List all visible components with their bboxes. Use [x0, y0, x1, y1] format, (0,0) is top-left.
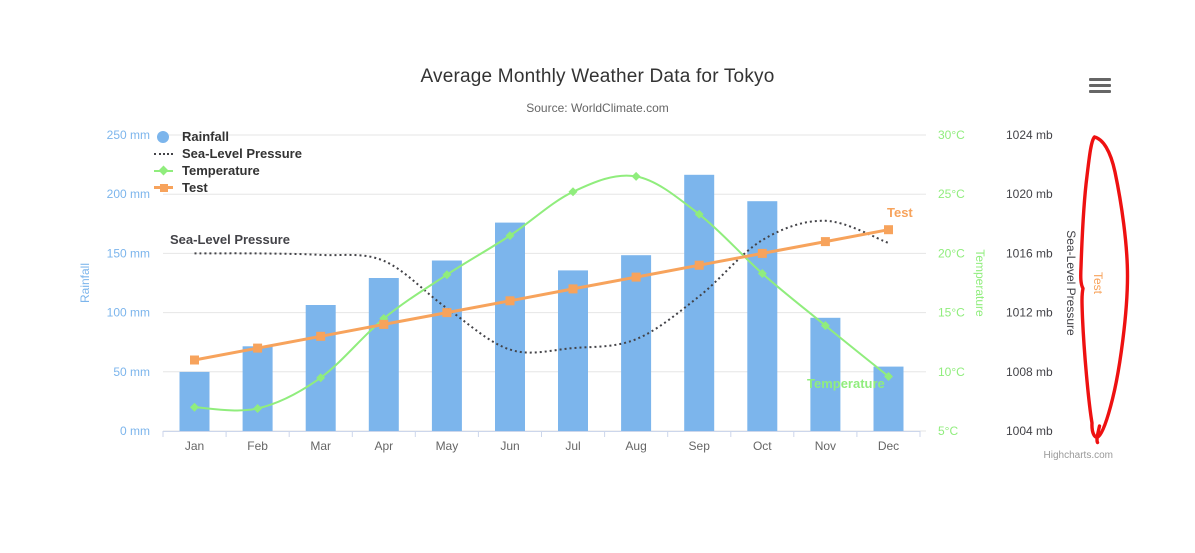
axis-lines-and-ticks: [162, 431, 921, 437]
temperature-line[interactable]: [194, 174, 890, 412]
credits-link[interactable]: Highcharts.com: [1043, 450, 1113, 461]
x-axis-label-sep: Sep: [689, 439, 711, 453]
test-point-may[interactable]: [442, 308, 452, 318]
temperature-tick-label: 15°C: [938, 306, 965, 320]
test-point-sep[interactable]: [694, 260, 704, 270]
x-axis-label-nov: Nov: [815, 439, 836, 453]
test-point-nov[interactable]: [820, 237, 830, 247]
temperature-axis-title: Temperature: [973, 249, 987, 317]
rainfall-bar-jan[interactable]: [179, 371, 210, 431]
temperature-tick-label: 30°C: [938, 128, 965, 142]
pressure-tick-label: 1008 mb: [1006, 365, 1053, 379]
legend-item-temperature[interactable]: Temperature: [154, 163, 302, 178]
temperature-point-may[interactable]: [442, 270, 452, 280]
rainfall-bar-may[interactable]: [431, 260, 462, 432]
rainfall-bar-feb[interactable]: [242, 346, 273, 431]
temperature-tick-label: 25°C: [938, 187, 965, 201]
rainfall-tick-label: 250 mm: [107, 128, 150, 142]
test-point-feb[interactable]: [253, 343, 263, 353]
temperature-point-feb[interactable]: [253, 404, 263, 413]
circle-icon: [154, 130, 173, 143]
x-axis-label-aug: Aug: [625, 439, 646, 453]
hamburger-icon: [1089, 77, 1111, 93]
x-axis-label-mar: Mar: [310, 439, 331, 453]
test-point-jun[interactable]: [505, 296, 515, 306]
axis-tick-labels: Jan Feb Mar Apr May Jun Jul Aug Sep Oct Nov Dec 0 mm…: [107, 128, 1053, 453]
legend-item-sea-level-pressure[interactable]: Sea-Level Pressure: [154, 146, 302, 161]
rainfall-bar-oct[interactable]: [747, 201, 778, 431]
pressure-axis-title: Sea-Level Pressure: [1064, 230, 1078, 336]
temperature-point-jun[interactable]: [505, 231, 515, 241]
pressure-line[interactable]: [194, 219, 889, 354]
x-axis-label-feb: Feb: [247, 439, 268, 453]
legend-item-rainfall[interactable]: Rainfall: [154, 129, 302, 144]
rainfall-bar-jul[interactable]: [558, 270, 588, 431]
legend-label: Sea-Level Pressure: [182, 146, 302, 161]
temperature-point-jan[interactable]: [190, 402, 199, 412]
legend-label: Test: [182, 180, 208, 195]
rainfall-bars: [179, 174, 904, 432]
rainfall-bar-nov[interactable]: [810, 317, 841, 431]
series-lines: [190, 171, 893, 413]
freehand-circle-annotation: [1079, 135, 1130, 445]
pressure-series-label: Sea-Level Pressure: [170, 232, 290, 247]
x-axis-label-jun: Jun: [500, 439, 519, 453]
rainfall-tick-label: 0 mm: [120, 424, 150, 438]
rainfall-tick-label: 50 mm: [113, 365, 150, 379]
x-axis-label-jul: Jul: [565, 439, 580, 453]
x-axis-label-jan: Jan: [185, 439, 204, 453]
temperature-tick-label: 10°C: [938, 365, 965, 379]
rainfall-bar-apr[interactable]: [368, 278, 399, 431]
test-point-apr[interactable]: [379, 319, 389, 329]
temperature-point-nov[interactable]: [820, 321, 830, 331]
x-axis-label-apr: Apr: [374, 439, 393, 453]
rainfall-axis-title: Rainfall: [78, 262, 92, 304]
dotted-line-icon: [154, 148, 173, 160]
chart-context-menu-button[interactable]: [1083, 70, 1117, 100]
temperature-point-aug[interactable]: [631, 171, 641, 181]
test-series-label: Test: [887, 205, 913, 220]
rainfall-tick-label: 200 mm: [107, 187, 150, 201]
temperature-point-jul[interactable]: [568, 187, 578, 197]
temperature-point-sep[interactable]: [694, 209, 704, 219]
x-axis-label-oct: Oct: [753, 439, 772, 453]
temperature-series-label: Temperature: [807, 376, 885, 391]
rainfall-bar-mar[interactable]: [305, 305, 336, 431]
pressure-tick-label: 1016 mb: [1006, 246, 1053, 260]
test-point-jul[interactable]: [568, 284, 578, 294]
test-point-aug[interactable]: [631, 272, 641, 282]
temperature-point-dec[interactable]: [884, 372, 893, 381]
chart-subtitle: Source: WorldClimate.com: [526, 101, 669, 115]
pressure-tick-label: 1024 mb: [1006, 128, 1053, 142]
x-axis-label-may: May: [436, 439, 459, 453]
temperature-tick-label: 5°C: [938, 424, 958, 438]
pressure-tick-label: 1004 mb: [1006, 424, 1053, 438]
pressure-tick-label: 1012 mb: [1006, 306, 1053, 320]
chart-title: Average Monthly Weather Data for Tokyo: [420, 66, 775, 87]
test-point-oct[interactable]: [757, 248, 767, 258]
test-point-dec[interactable]: [884, 225, 893, 235]
rainfall-bar-jun[interactable]: [495, 222, 525, 431]
temperature-point-oct[interactable]: [757, 269, 767, 278]
line-square-icon: [154, 182, 173, 194]
legend-item-test[interactable]: Test: [154, 180, 302, 195]
temperature-point-mar[interactable]: [316, 373, 326, 383]
line-diamond-icon: [154, 165, 173, 177]
rainfall-tick-label: 100 mm: [107, 306, 150, 320]
legend: Rainfall Sea-Level Pressure Temperature Tes…: [154, 129, 302, 195]
test-point-jan[interactable]: [190, 355, 199, 365]
legend-label: Rainfall: [182, 129, 229, 144]
pressure-tick-label: 1020 mb: [1006, 187, 1053, 201]
test-point-mar[interactable]: [316, 331, 326, 341]
rainfall-tick-label: 150 mm: [107, 246, 150, 260]
x-axis-label-dec: Dec: [878, 439, 899, 453]
test-axis-title: Test: [1091, 271, 1105, 295]
test-line[interactable]: [194, 228, 889, 362]
temperature-tick-label: 20°C: [938, 246, 965, 260]
legend-label: Temperature: [182, 163, 260, 178]
